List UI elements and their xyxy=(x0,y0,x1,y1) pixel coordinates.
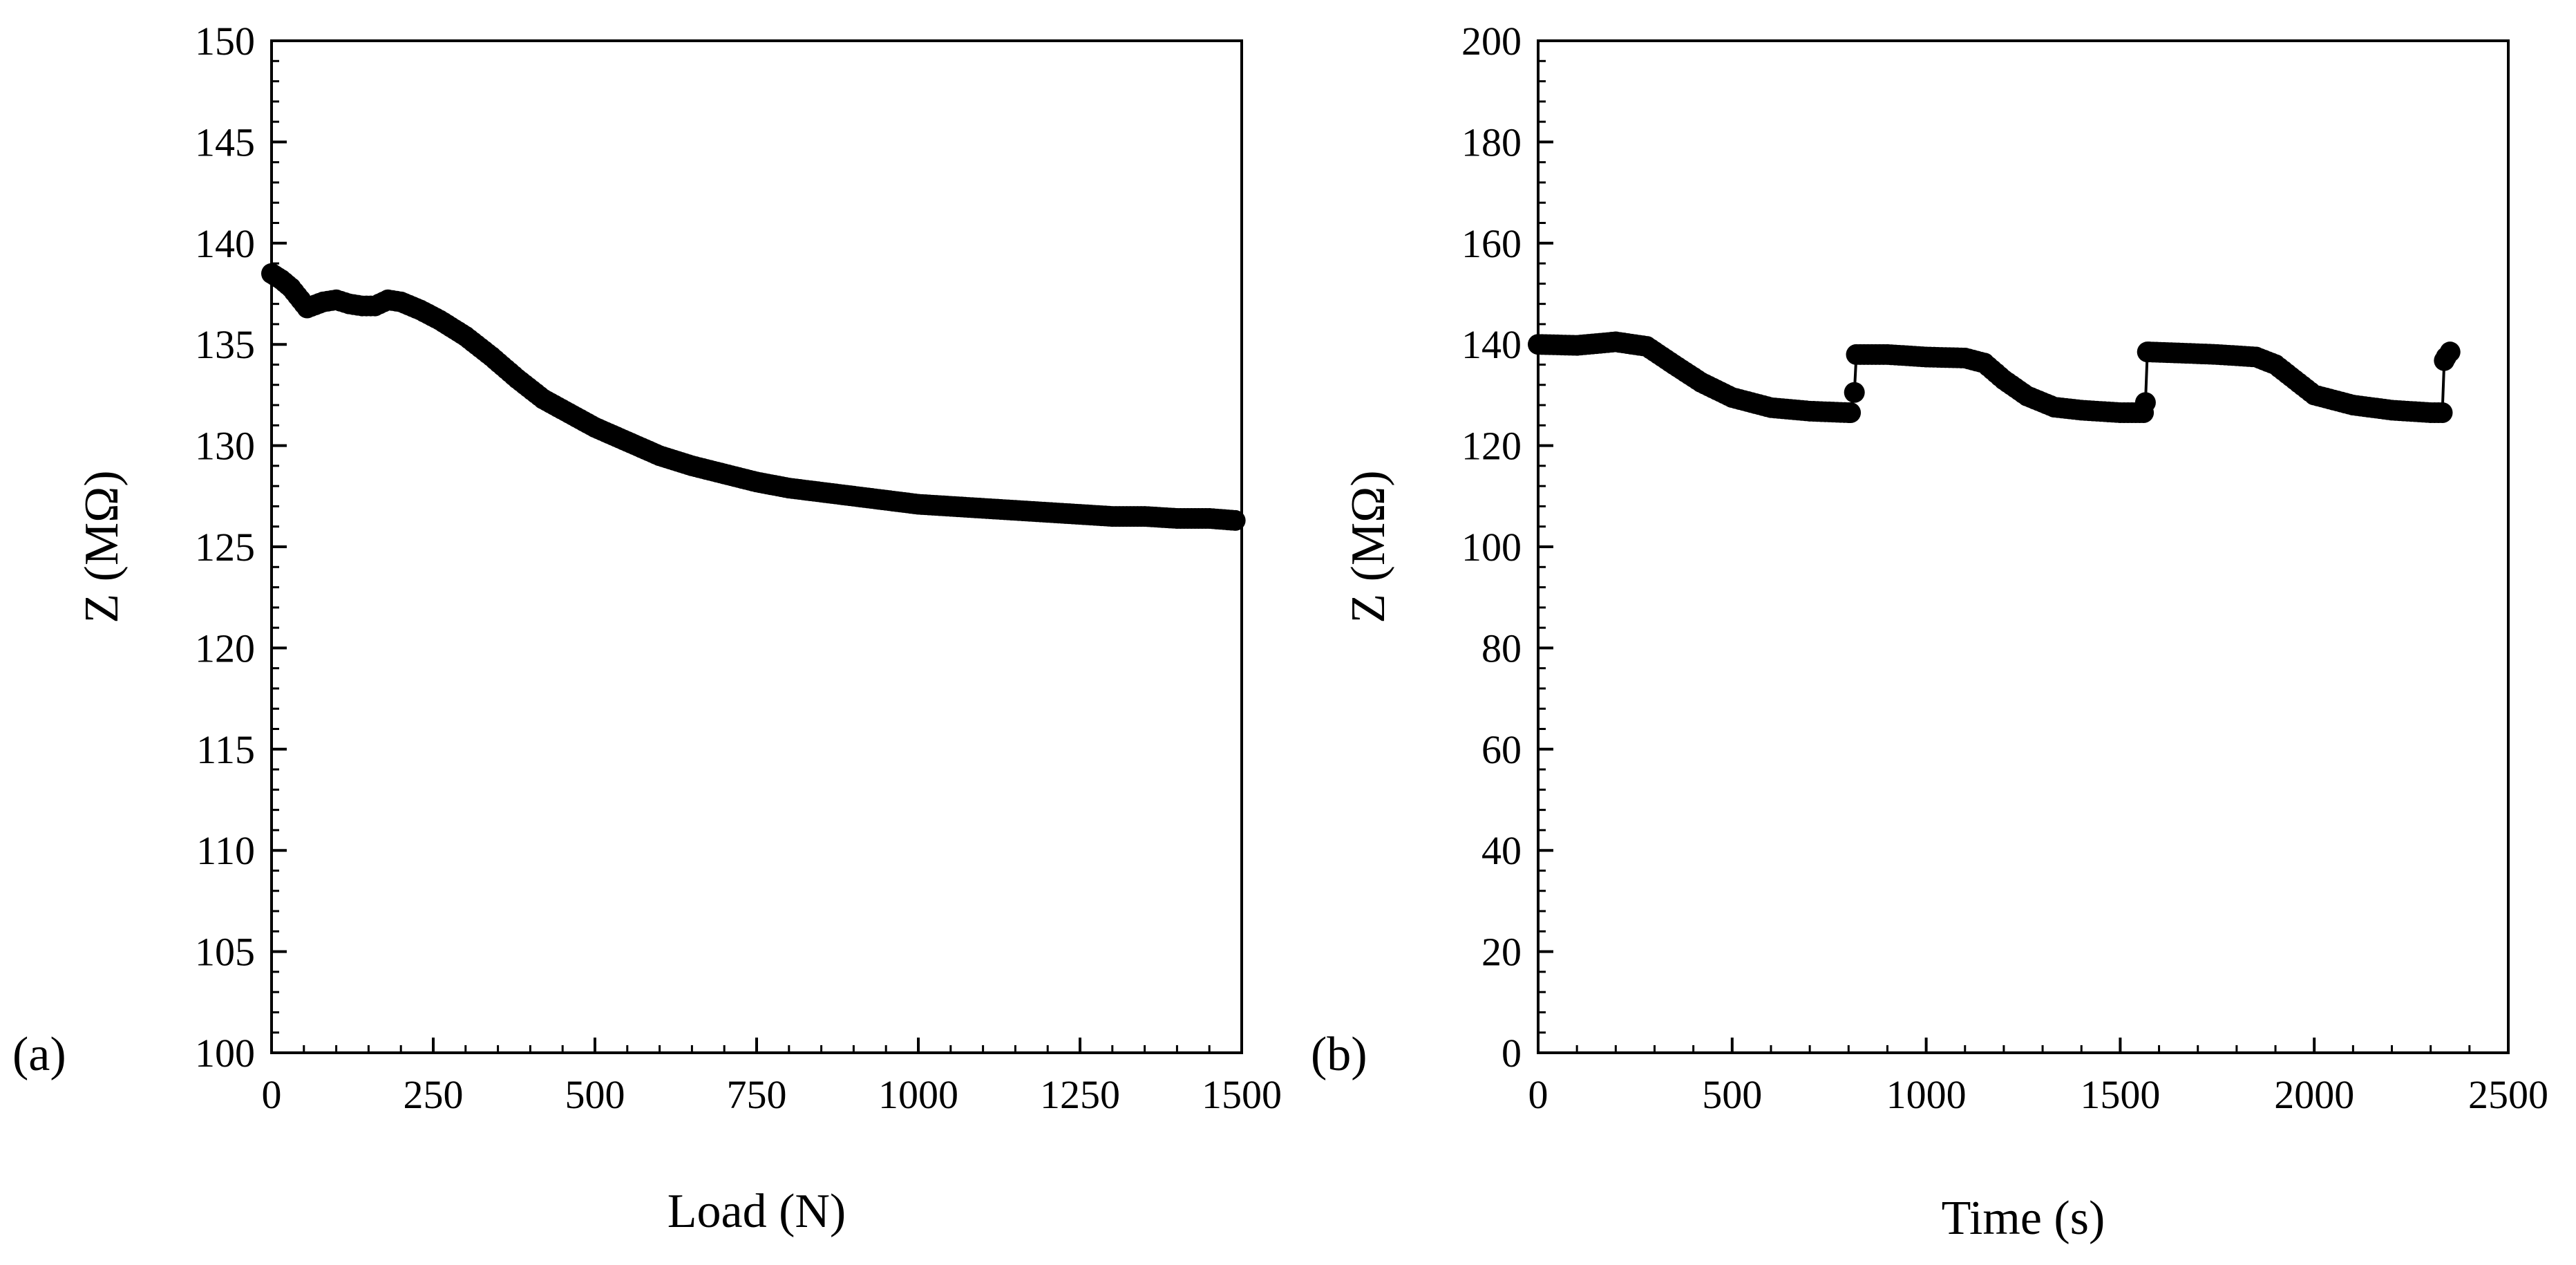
series-z xyxy=(261,263,1246,531)
data-point xyxy=(1224,509,1246,531)
data-point xyxy=(2439,341,2461,363)
x-tick-label: 0 xyxy=(1528,1072,1549,1117)
y-tick-label: 145 xyxy=(195,120,255,165)
y-tick-label: 80 xyxy=(1481,626,1522,671)
data-point xyxy=(2134,392,2156,413)
y-tick-label: 140 xyxy=(1461,322,1522,367)
y-axis-title: Z (MΩ) xyxy=(75,470,129,623)
x-tick-label: 750 xyxy=(727,1072,787,1117)
y-tick-label: 115 xyxy=(196,727,255,772)
y-tick-label: 120 xyxy=(1461,424,1522,469)
y-tick-label: 0 xyxy=(1502,1031,1522,1076)
y-tick-label: 140 xyxy=(195,221,255,266)
y-tick-label: 110 xyxy=(196,828,255,873)
x-tick-label: 500 xyxy=(1702,1072,1762,1117)
data-point xyxy=(1844,382,1865,403)
panel-label: (a) xyxy=(12,1028,66,1081)
data-point xyxy=(2432,402,2453,424)
x-axis-title: Load (N) xyxy=(667,1185,846,1238)
x-tick-label: 500 xyxy=(565,1072,625,1117)
x-tick-label: 250 xyxy=(404,1072,464,1117)
x-tick-label: 2000 xyxy=(2274,1072,2354,1117)
y-tick-label: 105 xyxy=(195,930,255,975)
data-point xyxy=(1840,402,1862,424)
y-tick-label: 120 xyxy=(195,626,255,671)
panel-a: 0 250 500 750 1000 1250 1500 100 105 110 115 120 125… xyxy=(12,19,1282,1238)
x-tick-label: 0 xyxy=(262,1072,282,1117)
panel-b: 0 500 1000 1500 2000 2500 0 20 40 60 80 100 120 140 16… xyxy=(1311,19,2548,1245)
y-tick-label: 150 xyxy=(195,19,255,64)
x-tick-label: 1500 xyxy=(2080,1072,2160,1117)
y-tick-label: 60 xyxy=(1481,727,1522,772)
y-tick-label: 135 xyxy=(195,322,255,367)
y-tick-label: 200 xyxy=(1461,19,1522,64)
plot-area-frame xyxy=(1537,39,2510,1054)
x-tick-label: 1000 xyxy=(1886,1072,1967,1117)
y-tick-label: 20 xyxy=(1481,930,1522,975)
x-tick-label: 1250 xyxy=(1040,1072,1120,1117)
series-z xyxy=(1528,331,2461,424)
y-tick-label: 100 xyxy=(1461,525,1522,570)
y-tick-label: 160 xyxy=(1461,221,1522,266)
y-tick-label: 125 xyxy=(195,525,255,570)
x-tick-label: 1500 xyxy=(1202,1072,1282,1117)
x-axis-title: Time (s) xyxy=(1942,1192,2105,1245)
y-tick-label: 40 xyxy=(1481,828,1522,873)
plot-area-frame xyxy=(270,39,1243,1054)
y-axis-title: Z (MΩ) xyxy=(1342,470,1395,623)
y-tick-label: 180 xyxy=(1461,120,1522,165)
panel-label: (b) xyxy=(1311,1028,1367,1081)
x-tick-label: 1000 xyxy=(878,1072,958,1117)
y-tick-label: 130 xyxy=(195,424,255,469)
y-tick-label: 100 xyxy=(195,1031,255,1076)
x-tick-label: 2500 xyxy=(2468,1072,2548,1117)
